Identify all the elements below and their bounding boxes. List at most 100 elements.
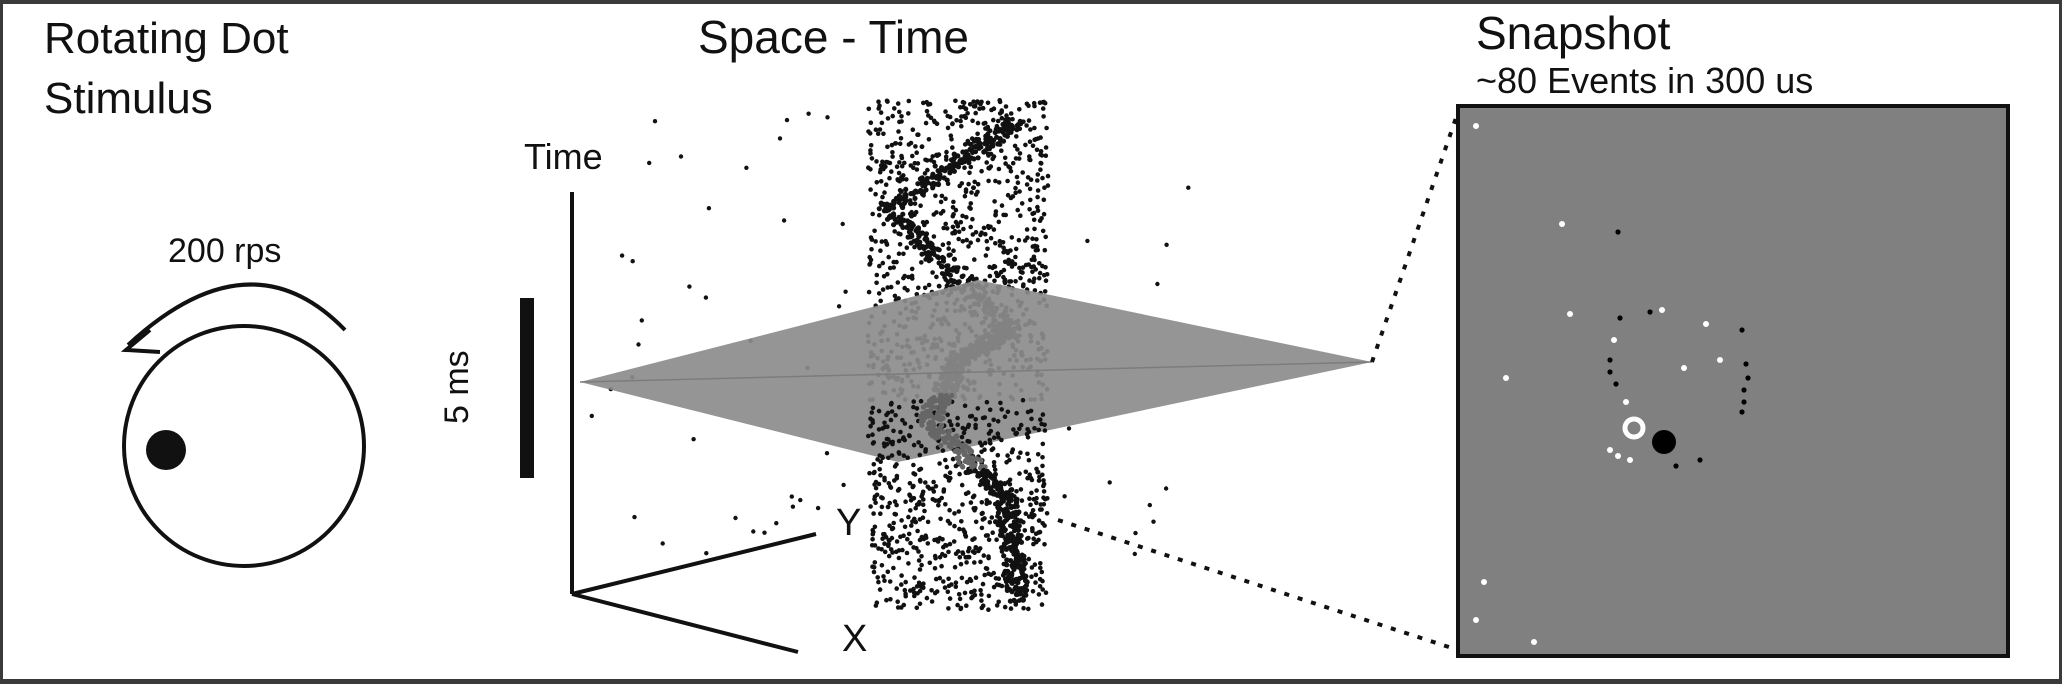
- event-point: [894, 462, 899, 467]
- event-point: [958, 105, 963, 110]
- event-point: [899, 605, 904, 610]
- event-point: [1037, 275, 1042, 281]
- event-point: [1029, 565, 1035, 570]
- event-point: [971, 185, 976, 190]
- event-point: [1613, 381, 1619, 387]
- event-point: [957, 596, 963, 602]
- event-point: [1037, 261, 1042, 266]
- event-point: [908, 498, 914, 503]
- event-point: [876, 206, 882, 212]
- event-point: [941, 410, 947, 416]
- event-point: [1028, 177, 1034, 182]
- event-point: [1030, 508, 1036, 513]
- event-point: [917, 413, 924, 419]
- event-point: [984, 160, 989, 165]
- event-point: [948, 167, 954, 173]
- event-point: [993, 178, 998, 184]
- snapshot-dot-on-cluster: [1622, 416, 1646, 440]
- event-point: [941, 175, 947, 181]
- event-point: [961, 527, 966, 532]
- event-point: [1005, 192, 1011, 198]
- event-point: [902, 437, 907, 443]
- event-point: [1043, 153, 1049, 158]
- event-point: [1040, 263, 1045, 269]
- event-point: [1003, 104, 1009, 109]
- event-point: [922, 415, 928, 421]
- event-point: [966, 548, 971, 554]
- event-point: [873, 500, 878, 506]
- event-point: [1041, 272, 1047, 278]
- event-point: [932, 537, 937, 543]
- event-point: [998, 400, 1003, 406]
- event-point: [1012, 143, 1018, 149]
- event-point: [1044, 511, 1050, 516]
- event-point: [867, 470, 872, 476]
- event-point: [1039, 602, 1045, 607]
- event-point: [999, 407, 1004, 412]
- event-point: [951, 256, 958, 262]
- event-point: [975, 120, 981, 126]
- event-point: [946, 576, 951, 582]
- event-point: [992, 278, 997, 284]
- event-point: [912, 575, 917, 580]
- event-point: [886, 481, 892, 486]
- event-point: [920, 404, 927, 410]
- event-point: [1013, 509, 1019, 515]
- event-point: [1031, 536, 1036, 541]
- event-point: [968, 224, 973, 230]
- event-point: [899, 573, 904, 578]
- event-point: [1014, 134, 1019, 139]
- event-point: [995, 118, 1001, 124]
- event-point: [964, 560, 969, 565]
- event-point: [899, 114, 904, 119]
- event-point: [916, 132, 921, 137]
- event-point: [1032, 562, 1038, 567]
- event-point: [1040, 455, 1045, 460]
- event-point: [950, 145, 955, 150]
- event-point: [866, 129, 871, 134]
- event-point: [971, 493, 977, 499]
- event-point: [1032, 125, 1037, 131]
- five-ms-scale-bar: [520, 298, 534, 478]
- stimulus-dot: [146, 430, 186, 470]
- event-point: [872, 560, 878, 565]
- event-point: [875, 131, 881, 136]
- event-point: [876, 106, 881, 111]
- event-point: [1002, 259, 1008, 265]
- event-point: [868, 424, 873, 429]
- event-point: [956, 592, 962, 597]
- event-point: [1013, 599, 1019, 605]
- event-point: [892, 293, 898, 299]
- event-point: [1005, 501, 1011, 507]
- stimulus-title-line1: Rotating Dot: [44, 14, 289, 63]
- event-point: [876, 408, 882, 414]
- event-point: [733, 515, 738, 521]
- event-point: [894, 476, 900, 481]
- event-point: [1163, 486, 1169, 491]
- event-point: [887, 538, 892, 543]
- event-point: [888, 485, 894, 490]
- event-point: [1151, 519, 1156, 524]
- event-point: [953, 161, 960, 167]
- event-point: [887, 523, 892, 528]
- event-point: [951, 199, 956, 205]
- event-point: [973, 545, 978, 551]
- event-point: [975, 189, 980, 195]
- event-point: [1005, 453, 1010, 458]
- event-point: [1559, 221, 1565, 227]
- event-point: [1037, 100, 1043, 105]
- event-point: [945, 279, 951, 285]
- event-point: [923, 120, 929, 126]
- event-point: [947, 541, 953, 547]
- event-point: [1040, 175, 1045, 181]
- event-point: [985, 134, 991, 140]
- event-point: [927, 426, 933, 432]
- event-point: [921, 581, 926, 586]
- event-point: [894, 164, 900, 169]
- event-point: [1627, 457, 1633, 463]
- event-point: [983, 440, 988, 446]
- event-point: [973, 519, 979, 525]
- event-point: [995, 431, 1001, 437]
- event-point: [964, 237, 969, 243]
- event-point: [882, 190, 887, 195]
